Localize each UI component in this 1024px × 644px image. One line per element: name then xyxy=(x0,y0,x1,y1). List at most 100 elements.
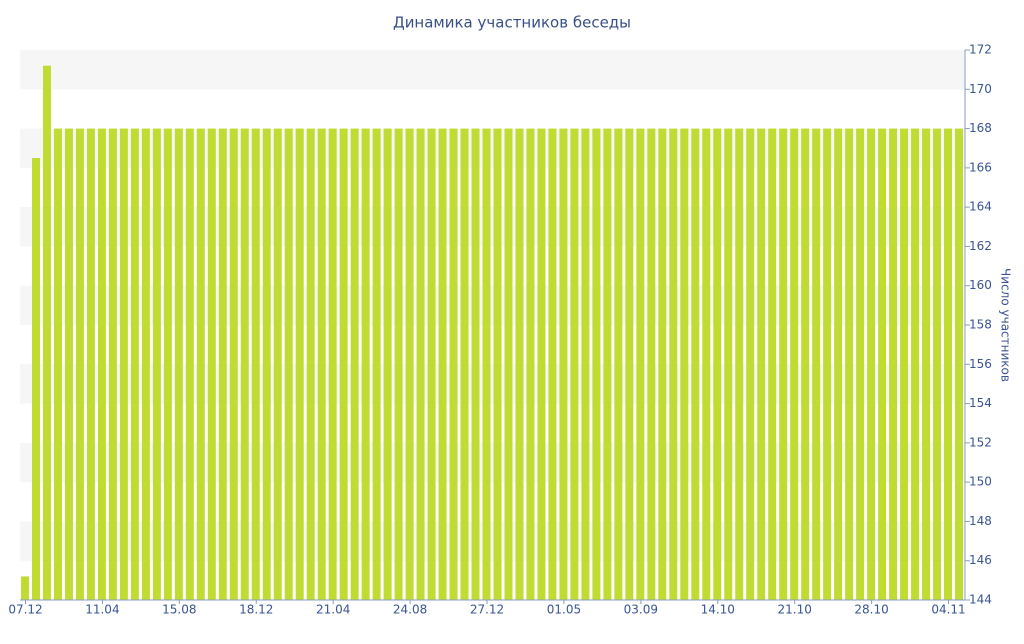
bar xyxy=(328,128,337,601)
y-tick-label: 146 xyxy=(969,553,992,567)
bar xyxy=(680,128,689,601)
bar xyxy=(185,128,194,601)
bar xyxy=(878,128,887,601)
bar xyxy=(130,128,139,601)
bar xyxy=(482,128,491,601)
bar xyxy=(383,128,392,601)
bar xyxy=(515,128,524,601)
bar xyxy=(240,128,249,601)
y-tick-label: 150 xyxy=(969,475,992,489)
bar xyxy=(735,128,744,601)
bar xyxy=(31,158,40,601)
bar xyxy=(713,128,722,601)
bar xyxy=(504,128,513,601)
bar xyxy=(86,128,95,601)
bar xyxy=(581,128,590,601)
bar xyxy=(570,128,579,601)
bar xyxy=(416,128,425,601)
y-tick-label: 152 xyxy=(969,435,992,449)
bar xyxy=(427,128,436,601)
bar xyxy=(724,128,733,601)
x-tick-label: 03.09 xyxy=(624,603,658,617)
bar xyxy=(658,128,667,601)
bar xyxy=(933,128,942,601)
bar xyxy=(559,128,568,601)
y-tick-label: 148 xyxy=(969,514,992,528)
bar xyxy=(174,128,183,601)
y-tick-label: 170 xyxy=(969,82,992,96)
bar xyxy=(471,128,480,601)
bar xyxy=(152,128,161,601)
y-tick-label: 166 xyxy=(969,160,992,174)
bar xyxy=(350,128,359,601)
bar xyxy=(42,65,51,600)
x-tick-label: 15.08 xyxy=(162,603,196,617)
bar xyxy=(493,128,502,601)
x-tick-label: 27.12 xyxy=(470,603,504,617)
bar xyxy=(141,128,150,601)
bar xyxy=(262,128,271,601)
y-tick-label: 158 xyxy=(969,318,992,332)
bar xyxy=(372,128,381,601)
y-tick-label: 160 xyxy=(969,278,992,292)
bar xyxy=(273,128,282,601)
bar xyxy=(922,128,931,601)
chart-title: Динамика участников беседы xyxy=(393,14,631,32)
bar xyxy=(757,128,766,601)
bar xyxy=(702,128,711,601)
bar xyxy=(823,128,832,601)
bar xyxy=(119,128,128,601)
bar xyxy=(229,128,238,601)
bar xyxy=(834,128,843,601)
bar xyxy=(284,128,293,601)
bar xyxy=(460,128,469,601)
y-tick-label: 154 xyxy=(969,396,992,410)
y-tick-label: 168 xyxy=(969,121,992,135)
y-tick-label: 144 xyxy=(969,593,992,607)
bar xyxy=(746,128,755,601)
bar xyxy=(75,128,84,601)
bar xyxy=(691,128,700,601)
y-tick-label: 156 xyxy=(969,357,992,371)
x-tick-label: 28.10 xyxy=(854,603,888,617)
bar xyxy=(394,128,403,601)
bar xyxy=(207,128,216,601)
bar xyxy=(251,128,260,601)
bar xyxy=(856,128,865,601)
bar xyxy=(911,128,920,601)
bar xyxy=(21,576,29,600)
bar xyxy=(845,128,854,601)
bar xyxy=(801,128,810,601)
bar xyxy=(163,128,172,601)
bar xyxy=(537,128,546,601)
bar xyxy=(449,128,458,601)
bar xyxy=(53,128,62,601)
bar xyxy=(900,128,909,601)
bar xyxy=(955,128,963,601)
bar xyxy=(768,128,777,601)
bar xyxy=(295,128,304,601)
x-tick-label: 21.10 xyxy=(778,603,812,617)
x-tick-label: 24.08 xyxy=(393,603,427,617)
x-tick-label: 07.12 xyxy=(8,603,42,617)
bar xyxy=(647,128,656,601)
x-tick-label: 18.12 xyxy=(239,603,273,617)
x-tick-label: 04.11 xyxy=(931,603,965,617)
bar xyxy=(64,128,73,601)
bar xyxy=(603,128,612,601)
bar xyxy=(108,128,117,601)
bar xyxy=(526,128,535,601)
y-tick-label: 172 xyxy=(969,43,992,57)
y-axis-label: Число участников xyxy=(999,268,1013,382)
bar xyxy=(196,128,205,601)
bar xyxy=(669,128,678,601)
bar xyxy=(339,128,348,601)
bar xyxy=(779,128,788,601)
bar xyxy=(636,128,645,601)
y-tick-label: 164 xyxy=(969,200,992,214)
bar xyxy=(218,128,227,601)
x-tick-label: 11.04 xyxy=(85,603,119,617)
bar xyxy=(592,128,601,601)
bar xyxy=(97,128,106,601)
